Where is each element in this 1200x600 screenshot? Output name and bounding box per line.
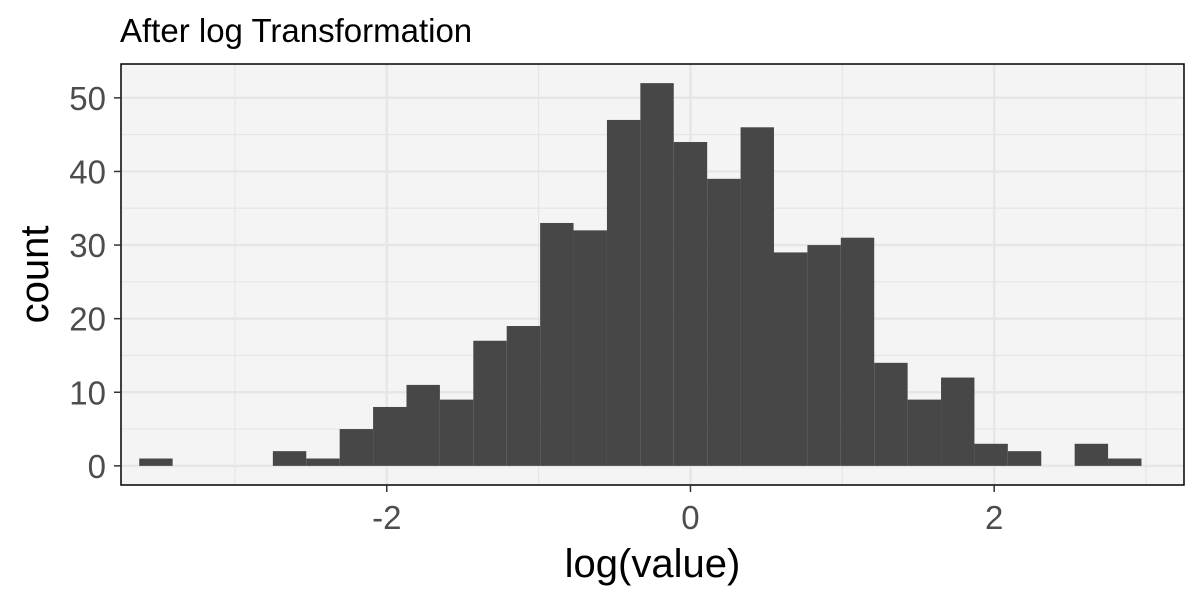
histogram-bar [807, 245, 841, 466]
histogram-bar [1074, 443, 1109, 466]
histogram-bar [640, 83, 674, 466]
histogram-bar [1108, 458, 1142, 466]
histogram-bar [573, 230, 607, 466]
x-tick-label: 0 [681, 499, 699, 536]
histogram-bar [139, 458, 173, 466]
histogram-bar [373, 406, 407, 466]
y-axis-title: count [13, 226, 57, 324]
histogram-bar [874, 362, 908, 466]
histogram-bar [707, 178, 741, 466]
histogram-bar [606, 119, 641, 466]
chart-title: After log Transformation [120, 12, 472, 49]
histogram-bar [974, 443, 1008, 466]
y-tick-label: 0 [88, 448, 106, 485]
x-axis-title: log(value) [565, 542, 741, 586]
y-tick-label: 20 [69, 301, 106, 338]
x-tick-label: -2 [372, 499, 401, 536]
y-tick-label: 10 [69, 374, 106, 411]
histogram-bar [339, 429, 374, 466]
histogram-bar [907, 399, 942, 466]
histogram-bar [1007, 451, 1042, 466]
histogram-bar [272, 451, 307, 466]
histogram-bar [540, 222, 574, 466]
x-tick-label: 2 [985, 499, 1003, 536]
y-tick-label: 40 [69, 153, 106, 190]
y-tick-label: 30 [69, 227, 106, 264]
plot-border [120, 63, 1185, 486]
y-tick-label: 50 [69, 80, 106, 117]
histogram-bar [941, 377, 975, 466]
histogram-bar [840, 237, 875, 466]
histogram-bar [306, 458, 340, 466]
histogram-bar [673, 142, 708, 466]
histogram-bar [473, 340, 507, 466]
histogram-bar [740, 127, 774, 466]
axis-ticks [114, 97, 995, 492]
histogram-bars [139, 83, 1142, 466]
histogram-bar [773, 252, 808, 466]
histogram-bar [406, 384, 440, 466]
histogram-bar [506, 326, 541, 466]
histogram-bar [439, 399, 474, 466]
